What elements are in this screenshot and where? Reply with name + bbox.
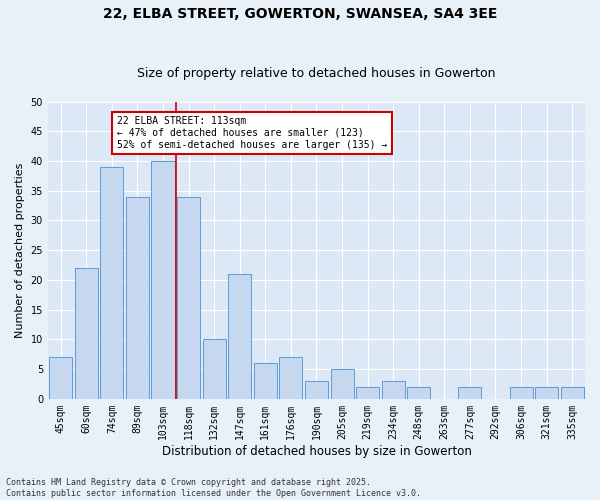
Bar (49, 357, 72, 399)
Bar (75, 268, 98, 399)
Bar (305, 381, 328, 399)
Bar (203, 340, 226, 399)
Bar (228, 274, 251, 399)
Bar (280, 357, 302, 399)
Title: Size of property relative to detached houses in Gowerton: Size of property relative to detached ho… (137, 66, 496, 80)
Bar (151, 161, 175, 399)
Bar (509, 387, 533, 399)
Bar (407, 387, 430, 399)
Bar (126, 196, 149, 399)
Bar (458, 387, 481, 399)
Y-axis label: Number of detached properties: Number of detached properties (15, 162, 25, 338)
Bar (356, 387, 379, 399)
Bar (382, 381, 404, 399)
Bar (254, 363, 277, 399)
Bar (100, 167, 124, 399)
Text: 22, ELBA STREET, GOWERTON, SWANSEA, SA4 3EE: 22, ELBA STREET, GOWERTON, SWANSEA, SA4 … (103, 8, 497, 22)
Text: 22 ELBA STREET: 113sqm
← 47% of detached houses are smaller (123)
52% of semi-de: 22 ELBA STREET: 113sqm ← 47% of detached… (117, 116, 387, 150)
Bar (535, 387, 558, 399)
Bar (561, 387, 584, 399)
X-axis label: Distribution of detached houses by size in Gowerton: Distribution of detached houses by size … (161, 444, 472, 458)
Text: Contains HM Land Registry data © Crown copyright and database right 2025.
Contai: Contains HM Land Registry data © Crown c… (6, 478, 421, 498)
Bar (331, 369, 353, 399)
Bar (177, 196, 200, 399)
